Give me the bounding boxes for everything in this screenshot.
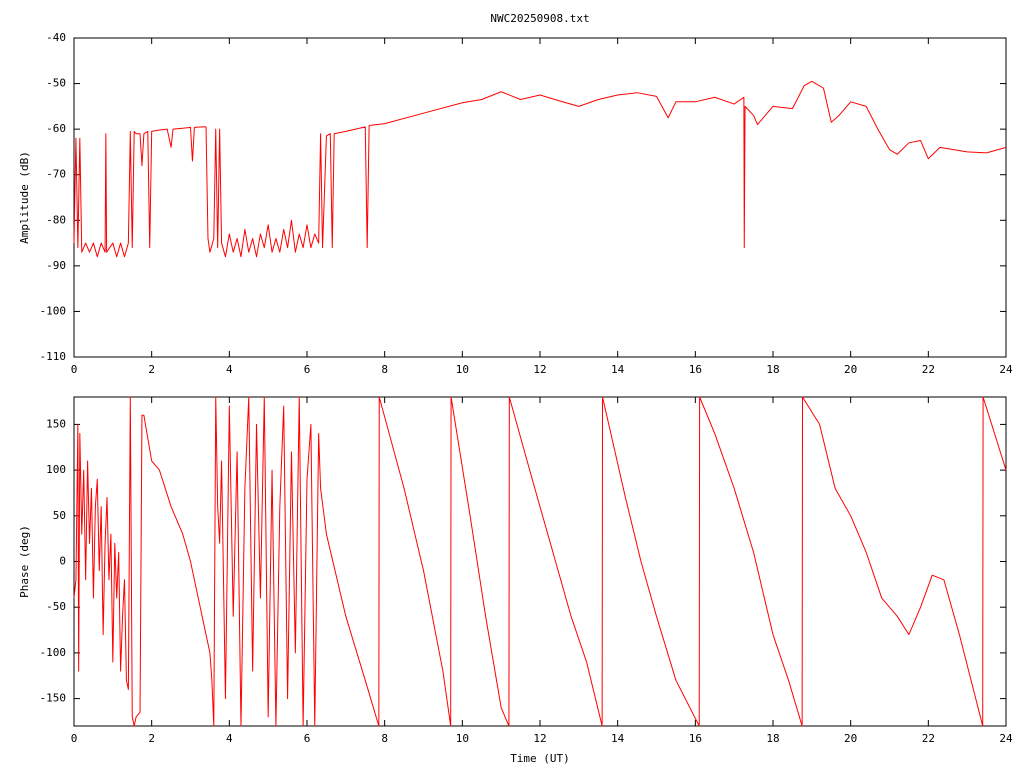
data-line <box>73 80 1007 258</box>
x-tick-label: 16 <box>689 732 702 745</box>
x-tick-label: 2 <box>148 732 155 745</box>
x-tick-label: 22 <box>922 732 935 745</box>
y-tick-label: -90 <box>46 259 66 272</box>
x-tick-label: 4 <box>226 363 233 376</box>
y-axis-label: Amplitude (dB) <box>18 151 31 244</box>
x-tick-label: 0 <box>71 363 78 376</box>
x-tick-label: 14 <box>611 363 625 376</box>
x-tick-label: 20 <box>844 732 857 745</box>
x-tick-label: 6 <box>304 732 311 745</box>
x-tick-label: 10 <box>456 732 469 745</box>
y-tick-label: -50 <box>46 600 66 613</box>
y-tick-label: 0 <box>59 555 66 568</box>
x-tick-label: 24 <box>999 732 1013 745</box>
x-tick-label: 2 <box>148 363 155 376</box>
y-tick-label: 100 <box>46 463 66 476</box>
y-tick-label: -40 <box>46 31 66 44</box>
chart-title: NWC20250908.txt <box>490 12 589 25</box>
x-axis-label: Time (UT) <box>510 752 570 765</box>
y-tick-label: -100 <box>40 646 67 659</box>
data-line <box>73 396 1007 727</box>
y-tick-label: -110 <box>40 350 67 363</box>
x-tick-label: 6 <box>304 363 311 376</box>
x-tick-label: 8 <box>381 732 388 745</box>
x-tick-label: 4 <box>226 732 233 745</box>
y-tick-label: -50 <box>46 77 66 90</box>
x-tick-label: 8 <box>381 363 388 376</box>
x-tick-label: 24 <box>999 363 1013 376</box>
x-tick-label: 18 <box>766 732 779 745</box>
x-tick-label: 22 <box>922 363 935 376</box>
x-tick-label: 10 <box>456 363 469 376</box>
y-tick-label: -150 <box>40 692 67 705</box>
x-tick-label: 14 <box>611 732 625 745</box>
x-tick-label: 20 <box>844 363 857 376</box>
x-tick-label: 12 <box>533 363 546 376</box>
y-tick-label: -100 <box>40 304 67 317</box>
y-axis-label: Phase (deg) <box>18 525 31 598</box>
x-tick-label: 0 <box>71 732 78 745</box>
y-tick-label: -70 <box>46 168 66 181</box>
x-tick-label: 16 <box>689 363 702 376</box>
x-tick-label: 18 <box>766 363 779 376</box>
y-tick-label: -60 <box>46 122 66 135</box>
x-tick-label: 12 <box>533 732 546 745</box>
y-tick-label: -80 <box>46 213 66 226</box>
y-tick-label: 50 <box>53 509 66 522</box>
y-tick-label: 150 <box>46 417 66 430</box>
